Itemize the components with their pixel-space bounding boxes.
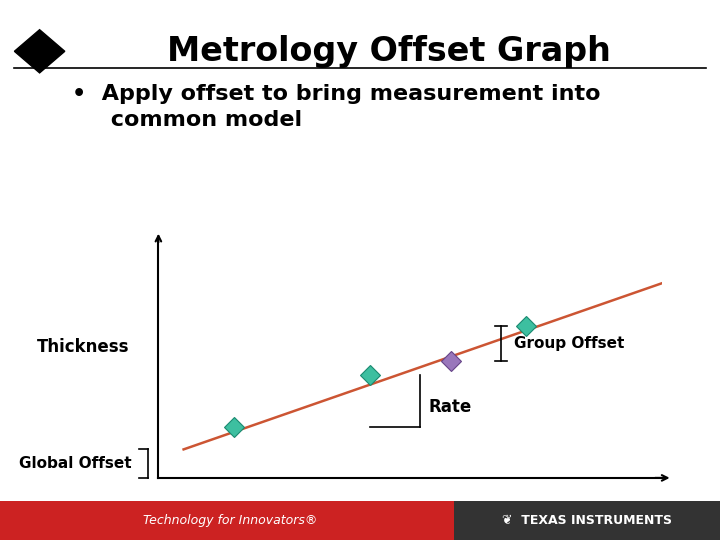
Text: Global Offset: Global Offset [19,456,132,471]
Text: ❦  TEXAS INSTRUMENTS: ❦ TEXAS INSTRUMENTS [502,514,672,527]
Text: Technology for Innovators®: Technology for Innovators® [143,514,318,527]
Text: Rate: Rate [428,397,472,416]
Text: •  Apply offset to bring measurement into
     common model: • Apply offset to bring measurement into… [72,84,600,130]
Text: Metrology Offset Graph: Metrology Offset Graph [167,35,611,68]
Text: Thickness: Thickness [37,338,129,356]
Text: Group Offset: Group Offset [514,336,624,351]
Text: Dep Time: Dep Time [366,502,454,519]
